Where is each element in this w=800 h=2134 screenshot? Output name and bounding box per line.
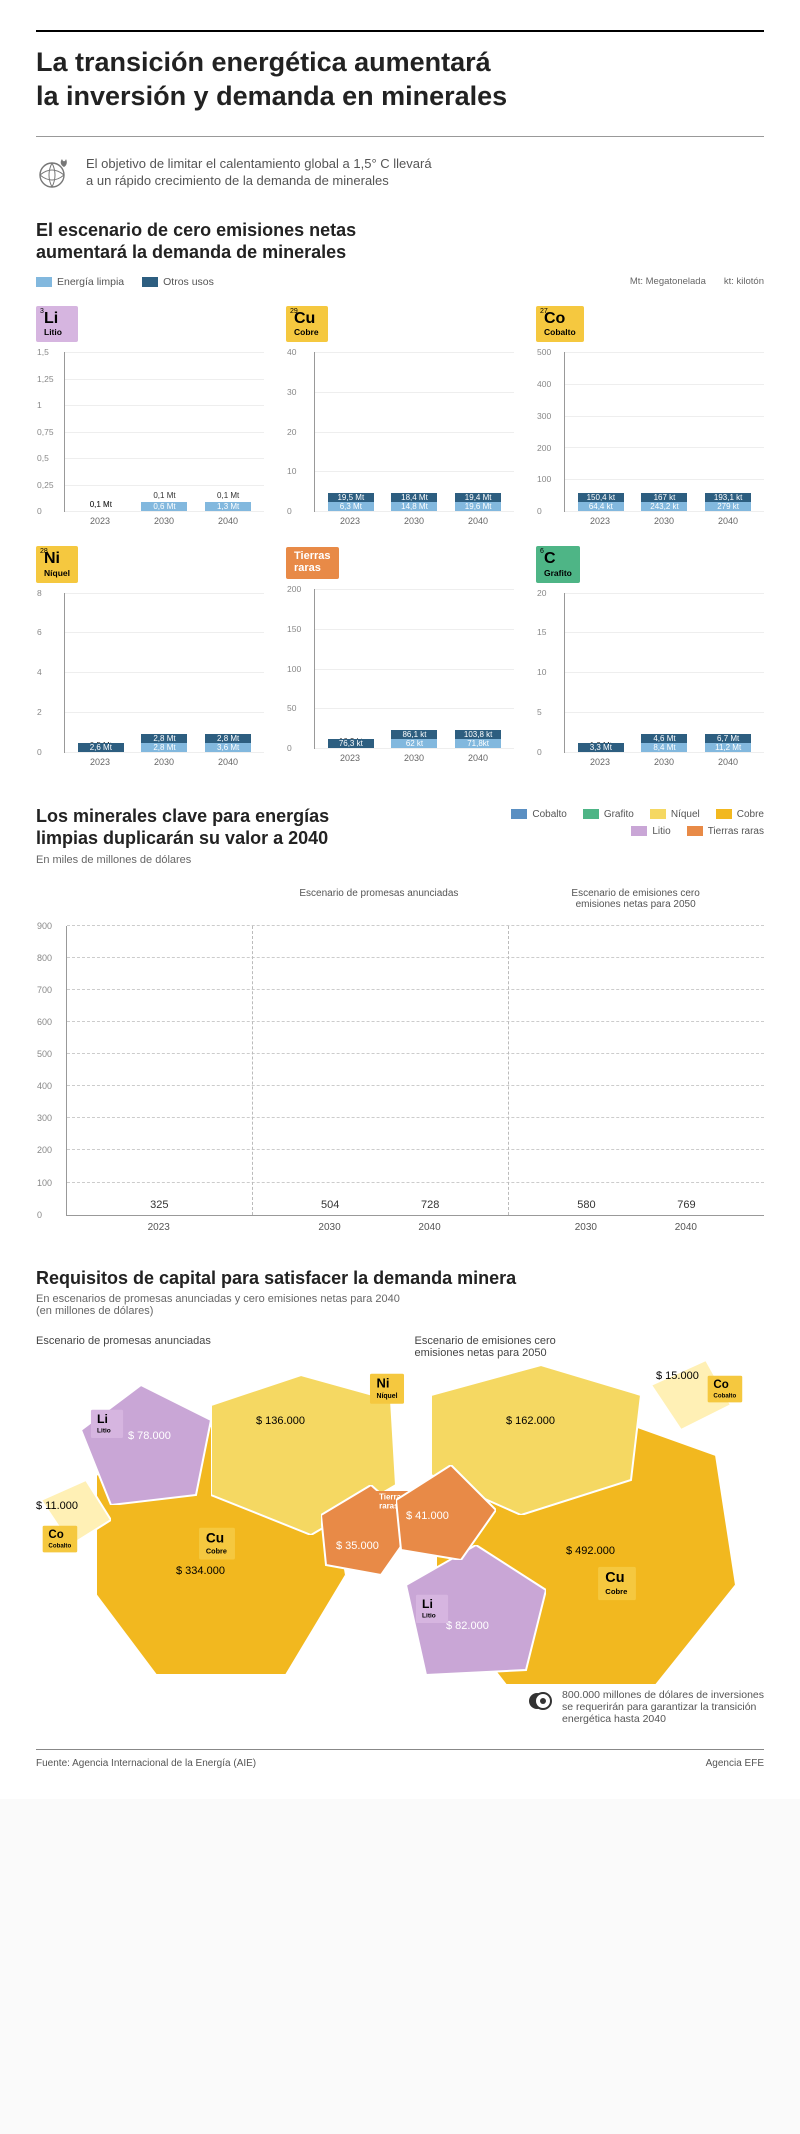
legend-mt: Mt: Megatonelada — [630, 276, 706, 287]
section2-chart-wrap: Escenario de promesas anunciadasEscenari… — [36, 926, 764, 1233]
swatch-other — [142, 277, 158, 287]
intro-row: El objetivo de limitar el calentamiento … — [36, 155, 764, 191]
poly-value-label: $ 492.000 — [566, 1545, 615, 1557]
poly-elem-co: CoCobalto — [41, 1524, 79, 1558]
section1-title: El escenario de cero emisiones netasaume… — [36, 219, 764, 264]
element-box-li: LiLitio — [416, 1595, 448, 1623]
section2-legend: Cobalto Grafito Níquel Cobre Litio Tierras ra… — [464, 809, 764, 837]
s2-legend-tierras-raras: Tierras raras — [687, 826, 764, 837]
s2-legend-grafito: Grafito — [583, 809, 634, 820]
s3-scenA-label: Escenario de promesas anunciadas — [36, 1335, 211, 1347]
mini-chart-c: 6CGrafito051015201,3 Mt3,3 Mt8,4 Mt4,6 M… — [536, 546, 764, 767]
element-box-co: 27CoCobalto — [536, 306, 584, 343]
mini-charts-grid: 3LiLitio00,250,50,7511,251,50,1 Mt0,1 Mt… — [36, 306, 764, 767]
s2-legend-cobalto: Cobalto — [511, 809, 566, 820]
element-box-li: LiLitio — [91, 1410, 123, 1438]
poly-elem-cu: CuCobre — [596, 1565, 638, 1608]
element-box-c: 6CGrafito — [536, 546, 580, 583]
footer: Fuente: Agencia Internacional de la Ener… — [36, 1749, 764, 1769]
poly-value-label: $ 82.000 — [446, 1620, 489, 1632]
section2-title: Los minerales clave para energíaslimpias… — [36, 805, 329, 850]
intro-text: El objetivo de limitar el calentamiento … — [86, 155, 432, 190]
section3-subtitle: En escenarios de promesas anunciadas y c… — [36, 1293, 764, 1317]
page-title: La transición energética aumentarála inv… — [36, 46, 764, 114]
poly-value-label: $ 11.000 — [36, 1500, 78, 1512]
mini-chart-li: 3LiLitio00,250,50,7511,251,50,1 Mt0,1 Mt… — [36, 306, 264, 527]
section3-title: Requisitos de capital para satisfacer la… — [36, 1267, 764, 1290]
mini-chart-co: 27CoCobalto010020030040050064,4 kt150,4 … — [536, 306, 764, 527]
poly-elem-li: LiLitio — [89, 1408, 125, 1444]
swatch-clean — [36, 277, 52, 287]
element-box-cu: 29CuCobre — [286, 306, 328, 343]
element-box-li: 3LiLitio — [36, 306, 78, 343]
element-box-rare: Tierrasraras — [286, 547, 339, 579]
s2-legend-níquel: Níquel — [650, 809, 700, 820]
section2-subtitle: En miles de millones de dólares — [36, 854, 329, 866]
element-box-cu: CuCobre — [199, 1528, 235, 1559]
poly-elem-co: CoCobalto — [706, 1374, 744, 1408]
poly-value-label: $ 41.000 — [406, 1510, 449, 1522]
element-box-cu: CuCobre — [598, 1567, 636, 1600]
poly-value-label: $ 334.000 — [176, 1565, 225, 1577]
poly-value-label: $ 15.000 — [656, 1370, 699, 1382]
poly-elem-li: LiLitio — [414, 1593, 450, 1629]
voronoi-wrap: Escenario de promesas anunciadas Escenar… — [36, 1335, 764, 1675]
globe-flame-icon — [36, 155, 72, 191]
section1-legend: Energía limpia Otros usos Mt: Megatonela… — [36, 276, 764, 288]
poly-value-label: $ 35.000 — [336, 1540, 379, 1552]
mini-chart-ni: 28NiNíquel024680,5 Mt2,6 Mt2,8 Mt2,8 Mt3… — [36, 546, 264, 767]
section3-footnote: 800.000 millones de dólares de inversion… — [36, 1689, 764, 1725]
element-box-ni: 28NiNíquel — [36, 546, 78, 583]
s3-scenB-label: Escenario de emisiones ceroemisiones net… — [415, 1335, 556, 1359]
legend-other-label: Otros usos — [163, 276, 214, 288]
poly-value-label: $ 162.000 — [506, 1415, 555, 1427]
mini-chart-rare: Tierrasraras05010015020016,3 kt76,3 kt62… — [286, 546, 514, 767]
footer-agency: Agencia EFE — [706, 1758, 764, 1769]
s2-legend-cobre: Cobre — [716, 809, 764, 820]
poly-elem-cu: CuCobre — [197, 1526, 237, 1566]
element-box-ni: NiNíquel — [370, 1374, 404, 1404]
coins-icon — [528, 1689, 552, 1713]
element-box-co: CoCobalto — [43, 1526, 77, 1552]
element-box-co: CoCobalto — [708, 1376, 742, 1402]
footer-source: Fuente: Agencia Internacional de la Ener… — [36, 1758, 256, 1769]
section2-chart: 0100200300400500600700800900325504728580… — [66, 926, 764, 1216]
legend-clean-label: Energía limpia — [57, 276, 124, 288]
mini-chart-cu: 29CuCobre0102030406,3 Mt19,5 Mt14,8 Mt18… — [286, 306, 514, 527]
s2-legend-litio: Litio — [631, 826, 670, 837]
poly-value-label: $ 136.000 — [256, 1415, 305, 1427]
poly-value-label: $ 78.000 — [128, 1430, 171, 1442]
s3-footnote-text: 800.000 millones de dólares de inversion… — [562, 1689, 764, 1725]
poly-elem-ni: NiNíquel — [368, 1372, 406, 1410]
legend-kt: kt: kilotón — [724, 276, 764, 287]
